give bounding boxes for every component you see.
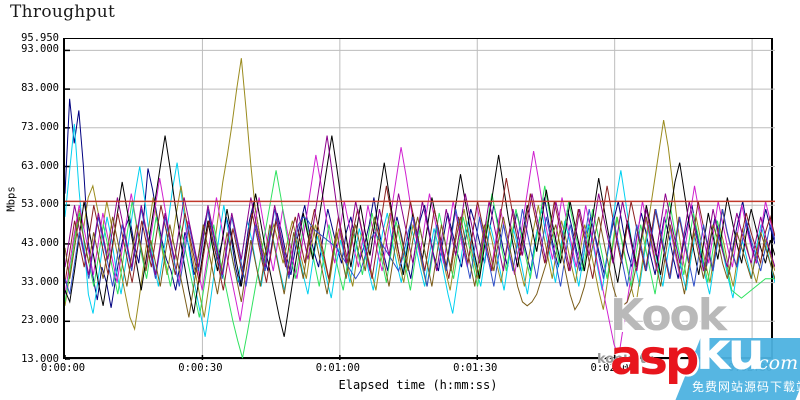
series-lines (65, 58, 775, 359)
series-line (65, 178, 775, 291)
series-line (65, 216, 775, 318)
series-line (65, 208, 775, 295)
plot-svg (65, 39, 775, 360)
watermark-chinese-text: 免费网站源码下载站 (692, 380, 800, 394)
y-tick-label: 53.000 (21, 198, 59, 211)
series-line (65, 98, 775, 308)
y-tick-label: 23.000 (21, 314, 59, 327)
y-tick-label: 13.000 (21, 353, 59, 365)
y-axis-title: Mbps (5, 186, 18, 212)
series-line (65, 123, 775, 337)
y-tick-label: 95.950 (21, 32, 59, 44)
y-tick-label: 43.000 (21, 236, 59, 249)
y-tick-label: 73.000 (21, 120, 59, 133)
chart-title: Throughput (10, 2, 116, 22)
y-tick-label: 83.000 (21, 82, 59, 95)
series-line (65, 135, 775, 275)
x-tick-label: 0:01:30 (453, 362, 498, 374)
series-line (65, 147, 775, 358)
y-tick-label: 33.000 (21, 275, 59, 288)
x-tick-label: 0:02:00 (590, 362, 635, 374)
y-tick-label: 63.000 (21, 159, 59, 172)
x-tick-label: 0:02:30 (727, 362, 773, 374)
x-tick-label: 0:00:00 (40, 362, 86, 374)
y-axis-tick-labels: 95.950 93.000 83.000 73.000 63.000 53.000 43.0… (0, 0, 59, 400)
y-tick-label: 93.000 (21, 43, 59, 56)
x-tick-label: 0:01:00 (315, 362, 360, 374)
plot-area (63, 38, 775, 360)
x-tick-label: 0:00:30 (178, 362, 223, 374)
x-axis-title: Elapsed time (h:mm:ss) (338, 378, 498, 392)
